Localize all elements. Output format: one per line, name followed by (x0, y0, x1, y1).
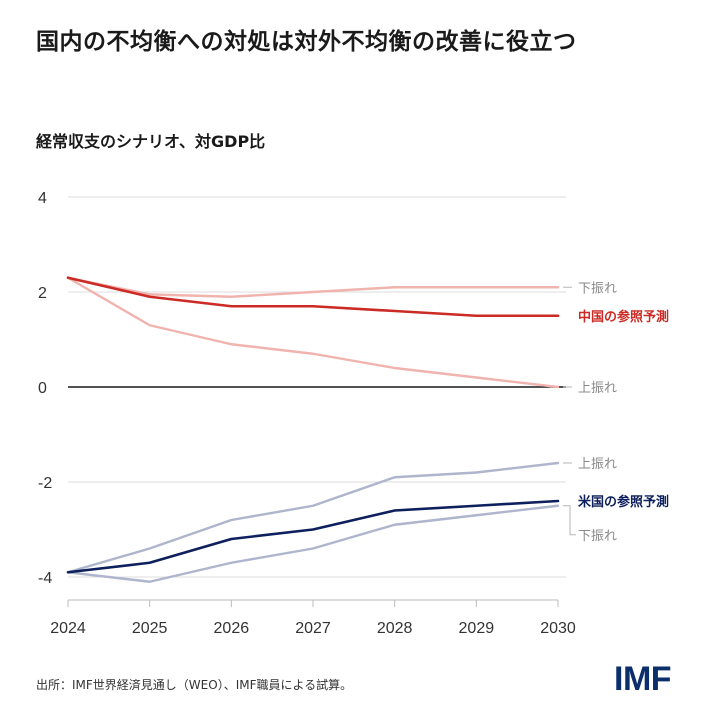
y-tick-label: 0 (38, 380, 47, 397)
series-line-china-downside (66, 276, 560, 298)
x-tick-label: 2028 (377, 620, 413, 637)
x-tick-label: 2024 (50, 620, 86, 637)
x-tick-label: 2025 (132, 620, 168, 637)
series-line-us-forecast (66, 499, 560, 574)
series-lines (66, 276, 560, 583)
x-tick-label: 2030 (540, 620, 576, 637)
source-note: 出所：IMF世界経済見通し（WEO）、IMF職員による試算。 (36, 678, 353, 692)
series-line-china-upside (66, 276, 560, 389)
y-tick-label: 4 (38, 190, 47, 207)
chart-title: 国内の不均衡への対処は対外不均衡の改善に役立つ (36, 29, 577, 55)
series-label-china-forecast: 中国の参照予測 (578, 309, 669, 325)
y-tick-label: 2 (38, 285, 47, 302)
series-line-china-forecast (66, 276, 560, 318)
axes: 4 2 0 -2 -4 2024 2025 2026 2027 2028 2029 2030 (38, 190, 576, 637)
series-label-china-downside: 下振れ (578, 281, 617, 296)
label-connector (563, 505, 576, 536)
series-line-us-downside (66, 504, 560, 583)
series-label-china-upside: 上振れ (578, 381, 617, 396)
series-label-us-upside: 上振れ (578, 457, 617, 472)
y-tick-label: -2 (38, 475, 52, 492)
y-tick-label: -4 (38, 570, 52, 587)
series-label-us-forecast: 米国の参照予測 (578, 494, 669, 510)
imf-logo: IMF (614, 660, 672, 698)
gridlines (68, 196, 566, 578)
series-label-us-downside: 下振れ (578, 529, 617, 544)
x-tick-label: 2026 (214, 620, 250, 637)
x-tick-label: 2029 (459, 620, 495, 637)
chart-subtitle: 経常収支のシナリオ、対GDP比 (36, 132, 266, 151)
x-tick-label: 2027 (295, 620, 331, 637)
series-line-us-upside (66, 461, 560, 574)
